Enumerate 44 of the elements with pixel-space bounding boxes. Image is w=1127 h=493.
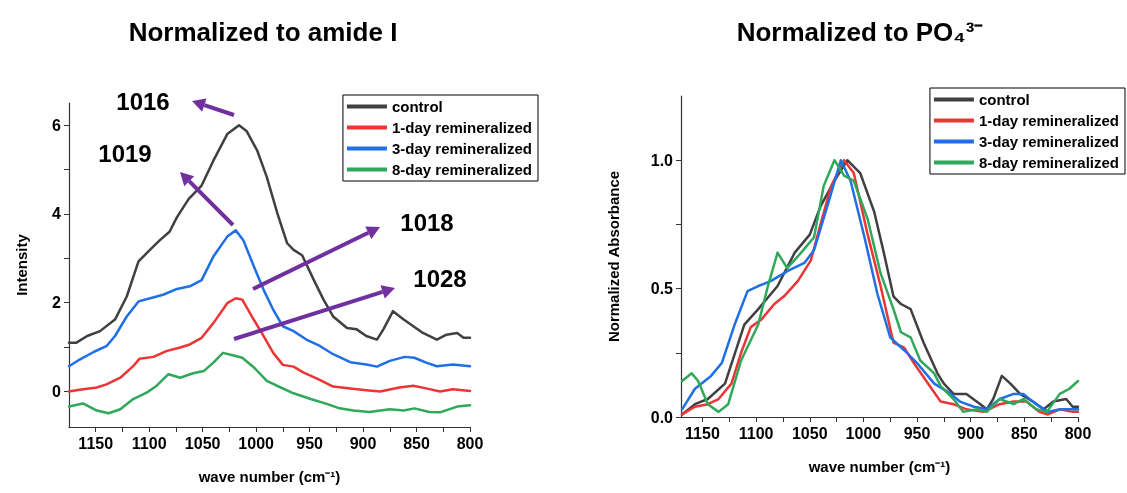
x-tick-label: 900 (957, 424, 985, 442)
x-tick-label: 1000 (238, 434, 275, 452)
line-series (67, 351, 472, 415)
line-series (67, 229, 472, 368)
x-tick-label: 850 (1011, 424, 1038, 442)
legend-label: 3-day remineralized (391, 140, 532, 157)
x-tick-label: 1050 (791, 424, 828, 442)
x-tick-label: 1150 (78, 434, 114, 452)
y-tick-label: 0.5 (650, 280, 674, 298)
x-tick-label: 1100 (131, 434, 167, 452)
y-tick-label: 6 (52, 116, 62, 134)
x-tick-label: 850 (403, 434, 430, 452)
y-tick-label: 0 (52, 382, 62, 400)
x-tick-label: 950 (903, 424, 931, 442)
annotation: 1019 (98, 139, 152, 167)
y-axis-title: Normalized Absorbance (605, 170, 622, 343)
x-tick-label: 950 (296, 434, 324, 452)
x-tick-label: 800 (1064, 424, 1092, 442)
y-axis-title: Intensity (13, 233, 30, 296)
annotation: 1016 (116, 87, 170, 115)
legend-label: 1-day remineralized (978, 112, 1119, 129)
y-tick-label: 4 (52, 205, 62, 223)
y-tick-label: 1.0 (650, 151, 674, 169)
annotation: 1028 (413, 264, 467, 292)
x-tick-label: 1050 (184, 434, 221, 452)
annotation: 1018 (400, 208, 454, 236)
x-tick-label: 1000 (845, 424, 882, 442)
x-tick-label: 800 (456, 434, 484, 452)
legend-label: control (391, 98, 443, 115)
legend-label: 8-day remineralized (978, 154, 1119, 171)
x-axis-title: wave number (cm⁻¹) (197, 468, 341, 485)
x-tick-label: 1150 (685, 424, 720, 442)
x-tick-label: 1100 (738, 424, 774, 442)
chart-title: Normalized to PO₄³⁻ (736, 17, 984, 47)
legend-label: 3-day remineralized (978, 133, 1119, 150)
legend-label: 8-day remineralized (391, 161, 532, 178)
y-tick-label: 2 (52, 294, 62, 312)
x-axis-title: wave number (cm⁻¹) (807, 458, 951, 475)
legend-label: 1-day remineralized (391, 119, 532, 136)
line-series (67, 297, 472, 393)
y-tick-label: 0.0 (650, 408, 674, 426)
legend-label: control (978, 91, 1030, 108)
chart-title: Normalized to amide I (128, 17, 398, 47)
x-tick-label: 900 (349, 434, 377, 452)
